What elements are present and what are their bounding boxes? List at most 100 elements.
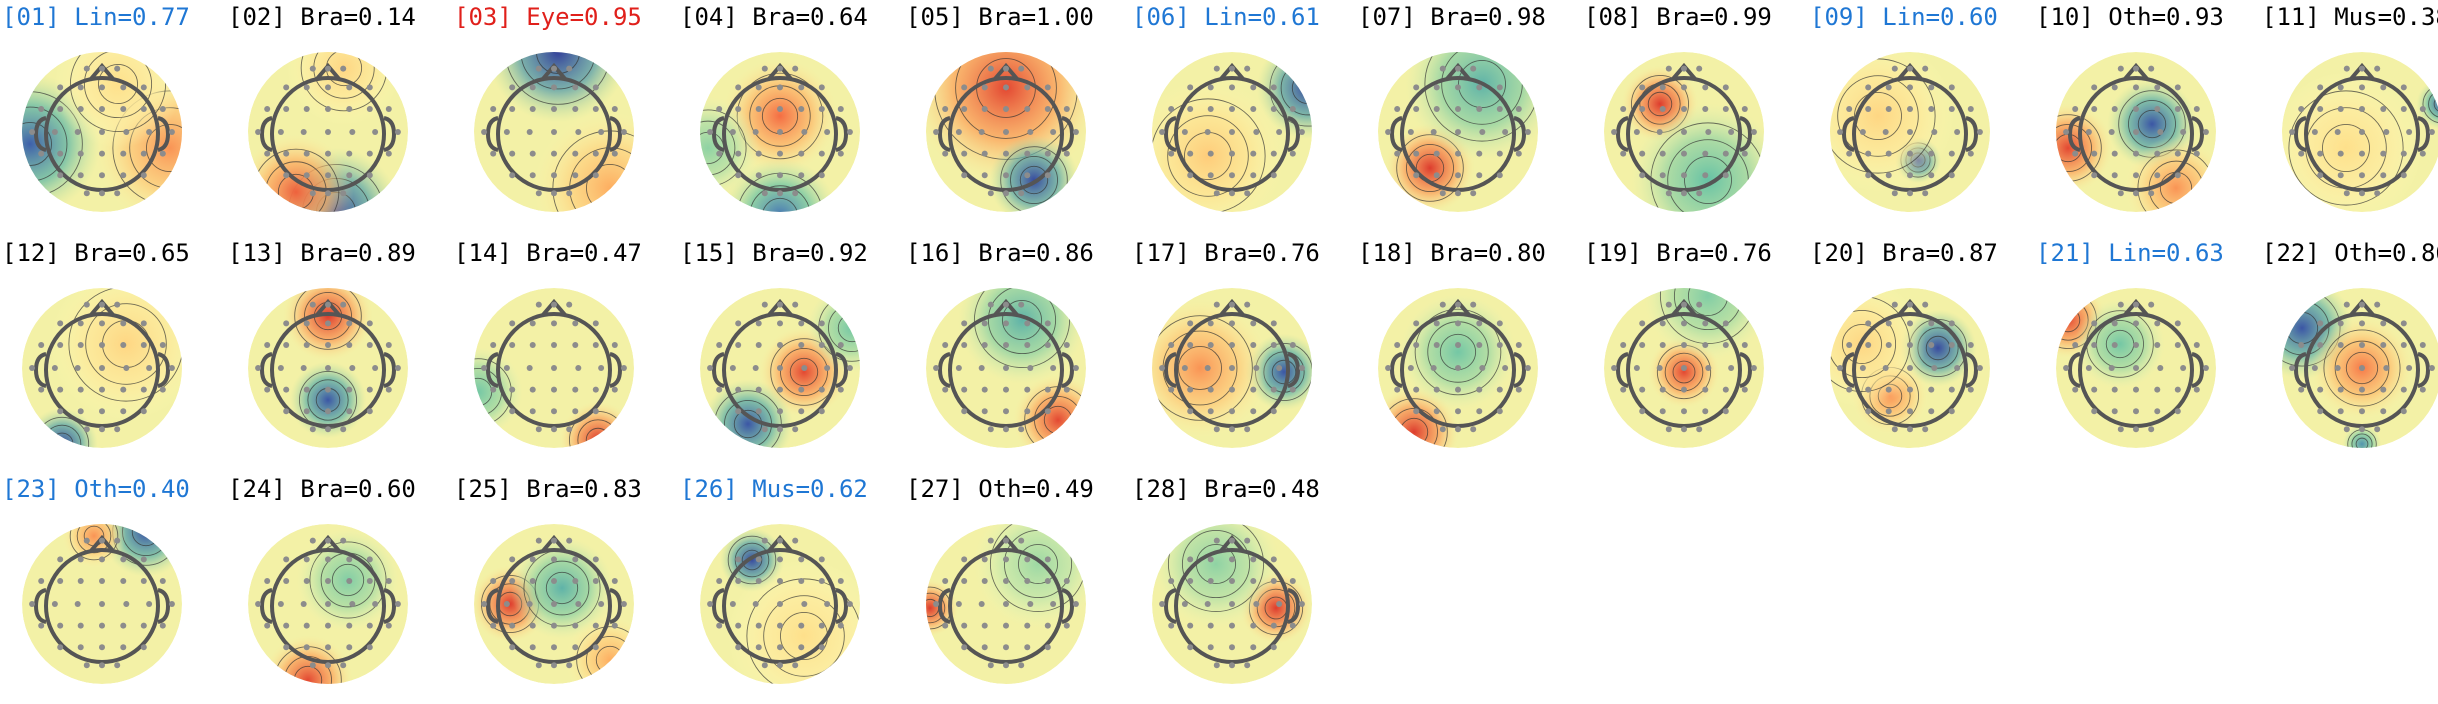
- electrode-dot: [1181, 365, 1188, 371]
- electrode-dot: [385, 150, 392, 157]
- electrode-dot: [620, 365, 627, 371]
- electrode-dot: [38, 622, 45, 629]
- electrode-dot: [1496, 386, 1503, 393]
- electrode-dot: [1289, 577, 1296, 584]
- electrode-dot: [2374, 190, 2381, 197]
- electrode-dot: [29, 129, 36, 135]
- electrode-dot: [981, 622, 988, 629]
- electrode-dot: [1659, 320, 1666, 327]
- electrode-dot: [1639, 172, 1646, 179]
- electrode-dot: [2193, 150, 2200, 157]
- electrode-dot: [735, 320, 742, 327]
- electrode-dot: [824, 365, 831, 371]
- electrode-dot: [752, 601, 759, 607]
- electrode-dot: [1907, 190, 1913, 197]
- contour-line: [294, 288, 362, 350]
- electrode-dot: [385, 577, 392, 584]
- head-outline: [1400, 76, 1516, 192]
- electrode-dot: [83, 662, 90, 669]
- electrode-dot: [346, 644, 353, 651]
- electrode-dot: [146, 365, 153, 371]
- electrode-dot: [2343, 190, 2350, 197]
- electrode-dot: [1620, 150, 1627, 157]
- contour-line: [520, 52, 596, 90]
- electrode-dot: [1063, 341, 1070, 348]
- electrode-dot: [1907, 65, 1913, 72]
- electrode-dot: [74, 365, 81, 371]
- component-score: Lin=0.77: [74, 3, 190, 31]
- topomap: [22, 52, 182, 212]
- electrode-dot: [283, 622, 290, 629]
- electrode-dot: [1882, 365, 1889, 371]
- electrode-dot: [2174, 105, 2181, 112]
- head-outline: [1626, 312, 1742, 428]
- component-label: [22] Oth=0.86: [2262, 238, 2438, 268]
- left-ear-icon: [711, 588, 725, 624]
- electrode-dot: [303, 622, 310, 629]
- electrode-dot: [592, 408, 599, 415]
- contour-line: [576, 626, 634, 684]
- topomap: [474, 52, 634, 212]
- electrode-dot: [509, 408, 516, 415]
- electrode-dot: [1741, 386, 1748, 393]
- electrode-dot: [2298, 105, 2305, 112]
- electrode-dot: [1270, 341, 1277, 348]
- electrode-dot: [1159, 601, 1166, 607]
- electrode-dot: [1948, 150, 1955, 157]
- electrode-dot: [978, 365, 985, 371]
- field-blob: [722, 158, 838, 212]
- electrode-dot: [1207, 84, 1214, 91]
- electrode-dot: [1063, 622, 1070, 629]
- component-label: [12] Bra=0.65: [2, 238, 190, 268]
- left-ear-icon: [1389, 352, 1403, 388]
- electrode-dot: [1455, 408, 1461, 415]
- electrode-dot: [942, 150, 949, 157]
- electrode-dot: [264, 577, 271, 584]
- electrode-dot: [1696, 190, 1703, 197]
- electrode-dot: [777, 537, 783, 544]
- left-ear-icon: [711, 116, 725, 152]
- contour-line: [304, 292, 352, 340]
- electrode-dot: [140, 105, 147, 112]
- left-ear-icon: [33, 588, 47, 624]
- electrode-dot: [1954, 365, 1961, 371]
- electrode-dot: [99, 622, 105, 629]
- electrode-dot: [981, 105, 988, 112]
- electrode-dot: [2072, 150, 2079, 157]
- electrode-dot: [798, 622, 805, 629]
- electrode-dot: [372, 601, 379, 607]
- electrode-dot: [942, 622, 949, 629]
- electrode-dot: [592, 644, 599, 651]
- electrode-dot: [1044, 341, 1051, 348]
- electrode-dot: [1922, 301, 1929, 308]
- electrode-dot: [385, 105, 392, 112]
- electrode-dot: [1681, 386, 1687, 393]
- electrode-dot: [1928, 320, 1935, 327]
- electrode-dot: [1024, 556, 1031, 563]
- electrode-dot: [57, 386, 64, 393]
- electrode-dot: [2317, 408, 2324, 415]
- electrode-dot: [551, 320, 557, 327]
- electrode-dot: [755, 622, 762, 629]
- electrode-dot: [349, 129, 356, 135]
- electrode-dot: [2085, 129, 2092, 135]
- electrode-dot: [1018, 537, 1025, 544]
- electrode-dot: [1922, 190, 1929, 197]
- right-ear-icon: [383, 588, 397, 624]
- component-tile: [11] Mus=0.38: [2262, 2, 2438, 232]
- electrode-dot: [309, 426, 316, 433]
- electrode-dot: [529, 105, 536, 112]
- topomap: [22, 524, 182, 684]
- electrode-dot: [309, 190, 316, 197]
- left-ear-icon: [2067, 352, 2081, 388]
- electrode-dot: [57, 556, 64, 563]
- electrode-dot: [526, 129, 533, 135]
- contour-line: [789, 357, 819, 387]
- component-grid: [01] Lin=0.77 [02] Bra=0.14 [03] Eye=0.95[…: [2, 2, 2438, 684]
- component-score: Oth=0.93: [2108, 3, 2224, 31]
- electrode-dot: [1213, 301, 1220, 308]
- electrode-dot: [761, 301, 768, 308]
- electrode-dot: [366, 386, 373, 393]
- electrode-dot: [277, 129, 284, 135]
- electrode-dot: [1187, 150, 1194, 157]
